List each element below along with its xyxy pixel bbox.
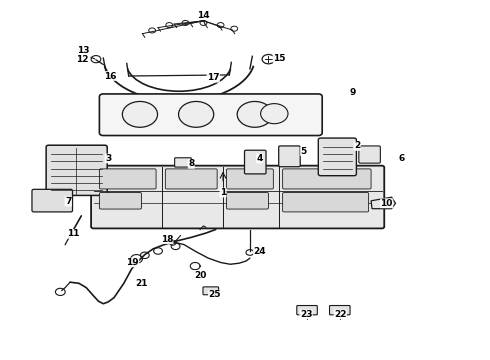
FancyBboxPatch shape — [91, 166, 384, 228]
FancyBboxPatch shape — [279, 146, 300, 167]
Text: 5: 5 — [300, 147, 307, 156]
FancyBboxPatch shape — [359, 146, 380, 163]
FancyBboxPatch shape — [46, 145, 107, 195]
FancyBboxPatch shape — [165, 169, 217, 189]
FancyBboxPatch shape — [99, 193, 142, 209]
Text: 1: 1 — [220, 188, 226, 197]
FancyBboxPatch shape — [226, 193, 269, 209]
Polygon shape — [371, 197, 395, 209]
Text: 23: 23 — [300, 310, 312, 319]
Circle shape — [122, 102, 158, 127]
FancyBboxPatch shape — [226, 169, 273, 189]
Text: 15: 15 — [273, 54, 286, 63]
FancyBboxPatch shape — [32, 189, 73, 212]
Text: 2: 2 — [354, 141, 361, 150]
Text: 22: 22 — [334, 310, 346, 319]
FancyBboxPatch shape — [203, 287, 219, 295]
Circle shape — [261, 104, 288, 124]
Text: 16: 16 — [104, 72, 117, 81]
Text: 7: 7 — [65, 197, 72, 206]
Text: 21: 21 — [135, 279, 147, 288]
Circle shape — [237, 102, 272, 127]
Text: 17: 17 — [207, 73, 220, 82]
Text: 10: 10 — [381, 199, 393, 208]
FancyBboxPatch shape — [283, 193, 368, 212]
Text: 11: 11 — [67, 229, 79, 238]
Text: 14: 14 — [197, 10, 210, 19]
FancyBboxPatch shape — [99, 169, 156, 189]
Text: 4: 4 — [256, 154, 263, 163]
FancyBboxPatch shape — [245, 150, 266, 174]
FancyBboxPatch shape — [174, 158, 191, 167]
FancyBboxPatch shape — [283, 169, 371, 189]
Text: 18: 18 — [161, 235, 173, 244]
Text: 25: 25 — [208, 290, 221, 299]
FancyBboxPatch shape — [99, 94, 322, 135]
Text: 8: 8 — [188, 159, 195, 168]
Circle shape — [178, 102, 214, 127]
Text: 12: 12 — [76, 55, 89, 64]
Text: 19: 19 — [126, 258, 139, 267]
Text: 3: 3 — [105, 154, 111, 163]
Text: 9: 9 — [349, 87, 356, 96]
FancyBboxPatch shape — [318, 138, 356, 176]
Text: 20: 20 — [194, 270, 206, 279]
Text: 24: 24 — [253, 247, 266, 256]
Text: 6: 6 — [398, 154, 404, 163]
FancyBboxPatch shape — [330, 306, 350, 315]
Text: 13: 13 — [77, 46, 90, 55]
FancyBboxPatch shape — [297, 306, 318, 315]
